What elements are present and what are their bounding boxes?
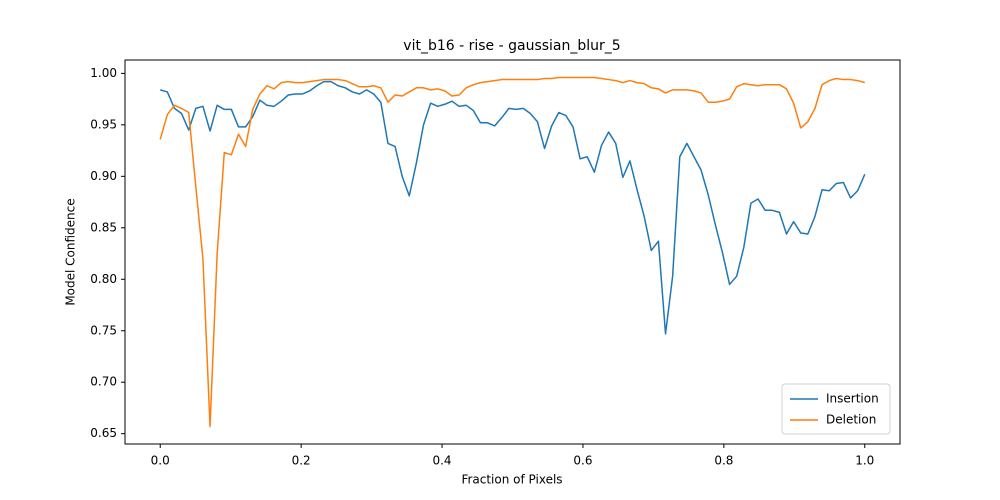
legend-box bbox=[781, 383, 891, 435]
axes-frame bbox=[124, 59, 901, 445]
y-tick-label: 1.00 bbox=[90, 66, 117, 80]
x-tick-label: 0.2 bbox=[292, 454, 311, 468]
y-tick-label: 0.75 bbox=[90, 323, 117, 337]
x-tick-label: 0.0 bbox=[151, 454, 170, 468]
legend-label: Insertion bbox=[826, 392, 879, 406]
y-tick-label: 0.70 bbox=[90, 375, 117, 389]
y-tick-label: 0.80 bbox=[90, 272, 117, 286]
x-axis-label: Fraction of Pixels bbox=[461, 473, 562, 487]
y-tick-label: 0.85 bbox=[90, 220, 117, 234]
x-tick-label: 0.6 bbox=[573, 454, 592, 468]
y-tick-label: 0.65 bbox=[90, 426, 117, 440]
legend-label: Deletion bbox=[826, 413, 876, 427]
y-axis-label: Model Confidence bbox=[64, 198, 78, 305]
y-tick-label: 0.95 bbox=[90, 117, 117, 131]
y-tick-label: 0.90 bbox=[90, 169, 117, 183]
chart-title: vit_b16 - rise - gaussian_blur_5 bbox=[403, 38, 620, 54]
series-line bbox=[159, 76, 865, 428]
series-line bbox=[160, 80, 866, 335]
x-tick-label: 0.8 bbox=[714, 454, 733, 468]
x-tick-label: 1.0 bbox=[855, 454, 874, 468]
x-tick-label: 0.4 bbox=[432, 454, 451, 468]
